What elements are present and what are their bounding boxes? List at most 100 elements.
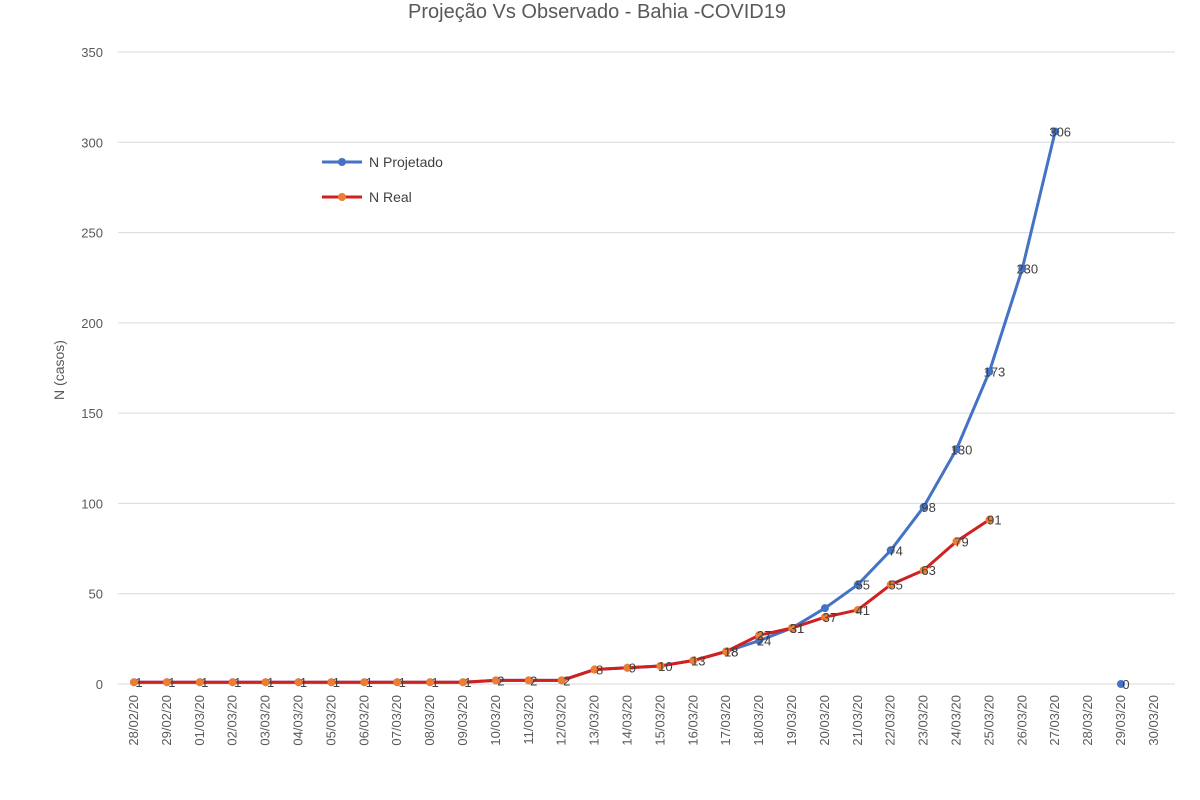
- data-label: 31: [790, 621, 804, 636]
- x-tick-label: 17/03/20: [718, 695, 733, 746]
- data-point: [195, 678, 204, 687]
- data-label: 1: [168, 675, 175, 690]
- data-label: 18: [724, 644, 738, 659]
- x-tick-label: 25/03/20: [981, 695, 996, 746]
- x-tick-label: 18/03/20: [751, 695, 766, 746]
- x-tick-label: 30/03/20: [1146, 695, 1161, 746]
- x-tick-label: 01/03/20: [192, 695, 207, 746]
- x-tick-label: 13/03/20: [587, 695, 602, 746]
- data-label: 55: [888, 578, 902, 593]
- x-tick-label: 29/02/20: [159, 695, 174, 746]
- data-point: [886, 580, 895, 589]
- x-tick-label: 06/03/20: [356, 695, 371, 746]
- data-label: 37: [823, 610, 837, 625]
- x-tick-label: 05/03/20: [323, 695, 338, 746]
- x-axis-ticks: 28/02/20 29/02/20 01/03/20 02/03/20 03/03/20…: [126, 695, 1161, 746]
- data-point: [985, 515, 994, 524]
- x-tick-label: 22/03/20: [883, 695, 898, 746]
- data-point: [788, 624, 796, 633]
- data-label: 230: [1016, 262, 1038, 277]
- data-label: 1: [366, 675, 373, 690]
- data-point: [524, 676, 533, 685]
- legend-label-n-projetado: N Projetado: [369, 154, 443, 170]
- data-label: 0: [1122, 677, 1129, 692]
- data-label: 173: [984, 365, 1006, 380]
- data-point: [689, 656, 698, 665]
- data-point: [261, 678, 270, 687]
- x-tick-label: 11/03/20: [521, 695, 536, 745]
- data-label: 98: [921, 500, 935, 515]
- data-label: 1: [300, 675, 307, 690]
- data-point: [557, 676, 566, 685]
- chart-title: Projeção Vs Observado - Bahia -COVID19: [408, 1, 786, 23]
- data-label: 130: [951, 442, 973, 457]
- data-label: 24: [757, 634, 771, 649]
- data-label: 41: [856, 603, 870, 618]
- y-tick-label: 100: [81, 496, 103, 511]
- data-point: [820, 604, 829, 613]
- x-tick-label: 27/03/20: [1047, 695, 1062, 746]
- data-point: [1051, 127, 1060, 136]
- data-label: 306: [1049, 124, 1071, 139]
- data-label: 2: [563, 673, 570, 688]
- legend-marker-n-projetado: [338, 158, 346, 166]
- data-label: 1: [431, 675, 438, 690]
- series-0: [130, 127, 1125, 688]
- x-tick-label: 21/03/20: [850, 695, 865, 746]
- x-tick-label: 02/03/20: [225, 695, 240, 746]
- data-label: 1: [399, 675, 406, 690]
- data-label: 1: [464, 675, 471, 690]
- data-point: [919, 566, 928, 575]
- x-tick-label: 04/03/20: [291, 695, 306, 746]
- data-label: 2: [530, 673, 537, 688]
- data-label: 1: [135, 675, 142, 690]
- y-axis-ticks: 0 50 100 150 200 250 300 350: [81, 45, 103, 692]
- x-tick-label: 10/03/20: [488, 695, 503, 746]
- data-point: [426, 678, 435, 687]
- data-label: 13: [691, 654, 705, 669]
- data-label: 31: [790, 621, 804, 636]
- data-label: 1: [234, 675, 241, 690]
- data-label: 10: [658, 659, 672, 674]
- data-point: [985, 367, 994, 376]
- data-label: 27: [757, 628, 771, 643]
- x-tick-label: 03/03/20: [258, 695, 273, 746]
- series-line: [134, 518, 991, 684]
- data-point: [952, 537, 961, 546]
- data-point: [886, 546, 895, 555]
- data-point: [919, 503, 928, 512]
- x-tick-label: 29/03/20: [1113, 695, 1128, 746]
- data-point: [722, 647, 731, 656]
- x-tick-label: 14/03/20: [620, 695, 635, 746]
- x-tick-label: 19/03/20: [784, 695, 799, 746]
- data-point: [491, 676, 500, 685]
- x-tick-label: 24/03/20: [949, 695, 964, 746]
- data-label: 8: [596, 663, 603, 678]
- y-tick-label: 50: [89, 587, 103, 602]
- data-label: 1: [267, 675, 274, 690]
- data-label: 55: [856, 578, 870, 593]
- legend: N Projetado N Real: [322, 154, 443, 205]
- data-label: 2: [497, 673, 504, 688]
- x-tick-label: 07/03/20: [389, 695, 404, 746]
- data-label: 91: [987, 513, 1001, 528]
- data-point: [360, 678, 369, 687]
- series-layer: [130, 127, 1125, 688]
- data-label: 63: [921, 563, 935, 578]
- data-point: [162, 678, 171, 687]
- series-1: [130, 515, 994, 687]
- legend-label-n-real: N Real: [369, 189, 412, 205]
- data-point: [393, 678, 402, 687]
- data-point: [327, 678, 336, 687]
- x-tick-label: 28/03/20: [1080, 695, 1095, 746]
- data-point: [130, 678, 138, 687]
- data-point: [755, 631, 764, 640]
- data-label: 79: [954, 534, 968, 549]
- data-point: [656, 661, 665, 670]
- data-point: [623, 663, 632, 672]
- legend-marker-n-real: [338, 193, 346, 201]
- data-label: 9: [629, 661, 636, 676]
- data-point: [853, 580, 862, 589]
- data-point: [952, 445, 961, 454]
